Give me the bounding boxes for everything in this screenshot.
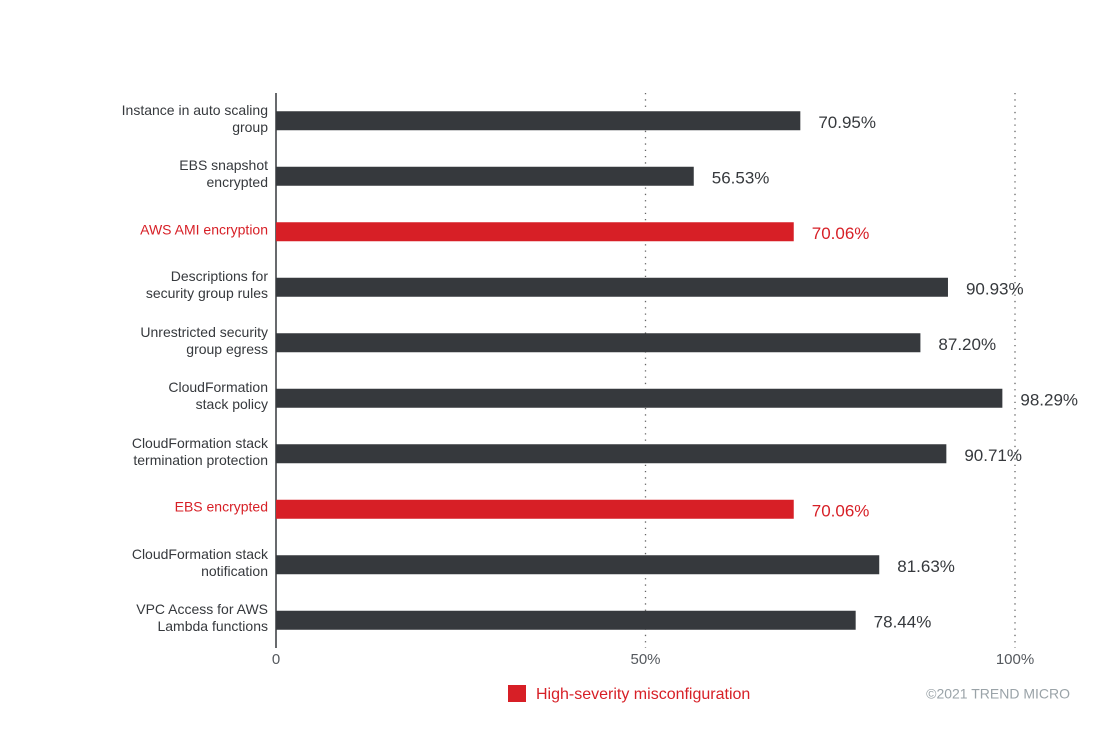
value-label: 90.71%: [964, 446, 1022, 465]
bar: [276, 333, 921, 353]
bar: [276, 111, 801, 131]
bar: [276, 222, 794, 242]
y-tick-label: EBS snapshot encrypted: [179, 157, 268, 191]
bar: [276, 444, 947, 464]
value-label: 70.06%: [812, 502, 870, 521]
y-tick-label: Instance in auto scaling group: [121, 101, 268, 135]
legend-label: High-severity misconfiguration: [536, 686, 750, 703]
x-tick-label: 100%: [996, 651, 1034, 668]
y-tick-label: CloudFormation stack policy: [168, 379, 268, 413]
value-label: 78.44%: [874, 613, 932, 632]
legend-swatch: [508, 685, 526, 702]
bar: [276, 499, 794, 519]
y-tick-label: CloudFormation stack termination protect…: [131, 434, 268, 468]
x-tick-label: 50%: [630, 651, 660, 668]
value-label: 56.53%: [712, 169, 770, 188]
x-tick-label: 0: [272, 651, 280, 668]
y-tick-label: Unrestricted security group egress: [140, 323, 268, 357]
y-tick-label: Descriptions for security group rules: [145, 268, 268, 302]
bar: [276, 166, 694, 186]
y-tick-label: EBS encrypted: [174, 498, 268, 515]
value-label: 70.06%: [812, 224, 870, 243]
y-tick-label: VPC Access for AWS Lambda functions: [136, 601, 268, 635]
credit: ©2021 TREND MICRO: [926, 686, 1070, 702]
value-label: 87.20%: [938, 335, 996, 354]
bar: [276, 555, 880, 575]
value-label: 81.63%: [897, 557, 955, 576]
value-label: 98.29%: [1020, 391, 1078, 410]
y-tick-label: AWS AMI encryption: [140, 221, 268, 238]
y-tick-label: CloudFormation stack notification: [131, 545, 268, 579]
value-label: 90.93%: [966, 280, 1024, 299]
bar: [276, 277, 948, 297]
bar: [276, 610, 856, 630]
value-label: 70.95%: [818, 113, 876, 132]
bar: [276, 388, 1003, 408]
